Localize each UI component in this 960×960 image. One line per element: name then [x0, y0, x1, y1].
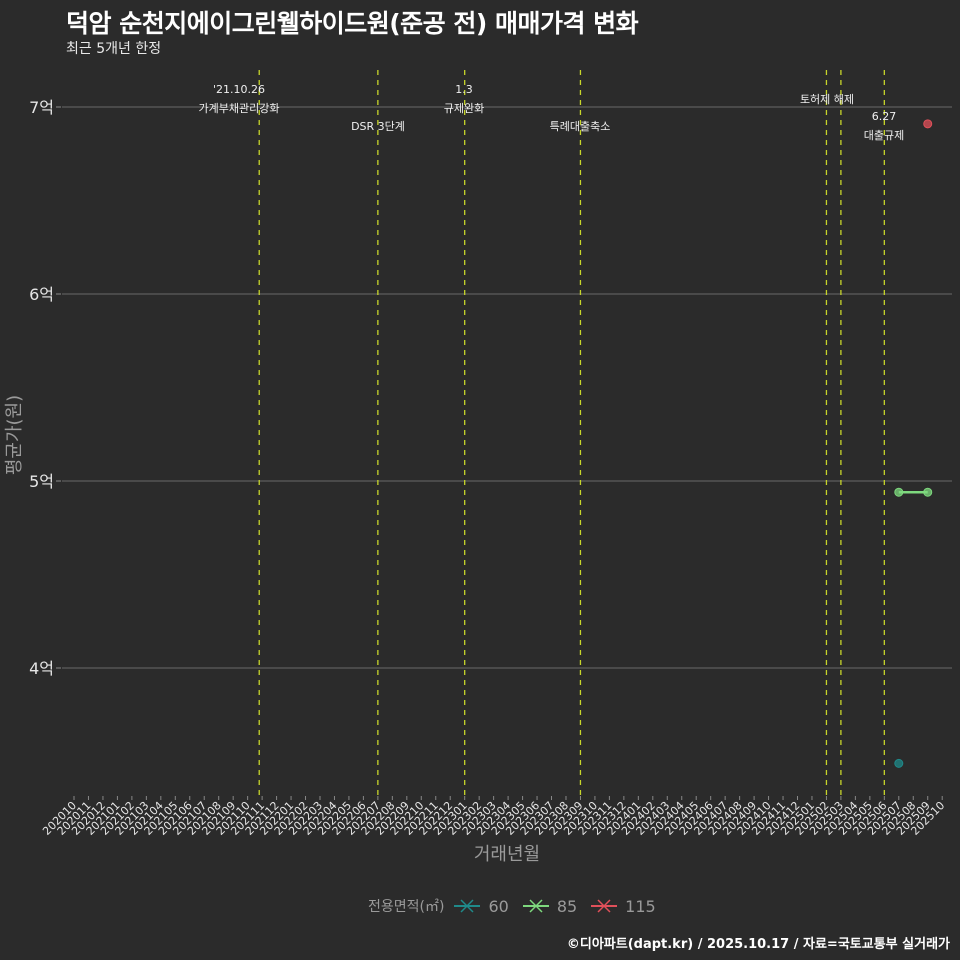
- chart-title: 덕암 순천지에이그린웰하이드원(준공 전) 매매가격 변화: [66, 9, 639, 38]
- legend-item-60: 60: [454, 896, 509, 916]
- source-credit: ©디아파트(dapt.kr) / 2025.10.17 / 자료=국토교통부 실…: [566, 937, 950, 952]
- event-annotation: 가계부채관리강화: [199, 102, 280, 115]
- y-axis-title: 평균가(원): [4, 395, 25, 475]
- data-point-115: [923, 119, 933, 129]
- legend: 전용면적(㎡) 60 85 115: [368, 896, 662, 916]
- event-annotation: 특례대출축소: [550, 120, 611, 133]
- event-annotation: DSR 3단계: [351, 120, 405, 133]
- data-point-85: [894, 487, 904, 497]
- y-tick-label: 5억: [29, 472, 54, 491]
- event-annotation: 토허제 해제: [800, 92, 854, 106]
- data-point-60: [894, 758, 904, 768]
- event-annotation: 6.27: [872, 110, 897, 123]
- x-axis-title: 거래년월: [474, 844, 540, 865]
- data-point-85: [923, 487, 933, 497]
- event-annotation: 규제완화: [444, 102, 484, 115]
- legend-title: 전용면적(㎡): [368, 899, 445, 915]
- legend-item-85: 85: [522, 896, 578, 916]
- legend-label: 85: [556, 896, 578, 916]
- legend-line-cross-icon: [454, 899, 481, 913]
- y-tick-label: 7억: [29, 98, 54, 117]
- legend-line-cross-icon: [591, 899, 618, 913]
- legend-item-115: 115: [591, 897, 656, 916]
- legend-line-cross-icon: [522, 899, 549, 913]
- legend-label: 60: [488, 896, 509, 916]
- event-annotation: '21.10.26: [213, 83, 265, 96]
- legend-label: 115: [625, 896, 656, 916]
- y-tick-label: 4억: [29, 659, 54, 678]
- event-annotation: 대출규제: [864, 129, 904, 142]
- event-annotation: 1.3: [455, 83, 473, 96]
- y-tick-label: 6억: [29, 285, 54, 304]
- chart-subtitle: 최근 5개년 한정: [66, 41, 162, 57]
